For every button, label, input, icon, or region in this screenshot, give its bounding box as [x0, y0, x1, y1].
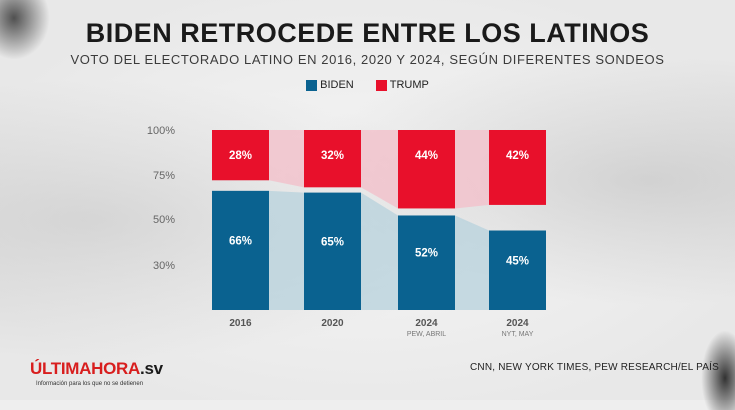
y-tick-label: 100% — [147, 125, 175, 137]
biden-trend-band — [455, 215, 489, 310]
silhouette-decoration — [0, 0, 50, 60]
data-label-trump: 28% — [229, 150, 252, 162]
logo-part-ultima: ÚLTIMA — [30, 359, 92, 378]
data-label-trump: 42% — [506, 150, 529, 162]
logo-part-hora: HORA — [91, 359, 141, 378]
legend-item-biden: BIDEN — [306, 79, 354, 91]
bar-chart: 100% 75% 50% 30% 66% 28% 2016 65% 32% 2020 52% 44% 2… — [147, 125, 546, 338]
bar-biden — [304, 192, 361, 310]
silhouette-decoration — [701, 330, 735, 410]
brand-tagline: Información para los que no se detienen — [36, 381, 144, 387]
legend-swatch-biden — [306, 79, 318, 91]
biden-trend-band — [361, 192, 398, 310]
x-tick-sublabel: NYT, MAY — [502, 331, 534, 338]
bar-trump — [398, 130, 455, 209]
legend: BIDEN TRUMP — [0, 79, 735, 91]
brand-logo: ÚLTIMAHORA.sv — [30, 359, 163, 379]
data-label-biden: 52% — [415, 248, 438, 260]
bar-biden — [398, 215, 455, 310]
y-tick-label: 30% — [153, 260, 175, 272]
data-label-biden: 65% — [321, 236, 344, 248]
biden-trend-band — [269, 190, 304, 310]
data-label-biden: 66% — [229, 235, 252, 247]
legend-item-trump: TRUMP — [375, 79, 429, 91]
bar-biden — [489, 230, 546, 310]
trump-trend-band — [361, 130, 398, 209]
bar-trump — [489, 130, 546, 205]
logo-part-sv: .sv — [140, 359, 163, 378]
chart-subtitle: VOTO DEL ELECTORADO LATINO EN 2016, 2020… — [70, 52, 665, 67]
chart-title: BIDEN RETROCEDE ENTRE LOS LATINOS — [85, 18, 650, 48]
x-tick-label: 2024 — [506, 318, 529, 329]
y-tick-label: 75% — [153, 170, 175, 182]
bar-trump — [212, 130, 269, 181]
trump-trend-band — [455, 130, 489, 209]
data-label-trump: 32% — [321, 150, 344, 162]
y-tick-label: 50% — [153, 214, 175, 226]
bar-trump — [304, 130, 361, 188]
data-label-trump: 44% — [415, 150, 438, 162]
trump-trend-band — [269, 130, 304, 188]
data-label-biden: 45% — [506, 255, 529, 267]
x-tick-sublabel: PEW, ABRIL — [407, 331, 446, 338]
legend-label-biden: BIDEN — [320, 79, 354, 91]
legend-label-trump: TRUMP — [389, 79, 429, 91]
x-tick-label: 2024 — [415, 318, 438, 329]
source-note: CNN, NEW YORK TIMES, PEW RESEARCH/EL PAÍ… — [470, 362, 719, 373]
legend-swatch-trump — [375, 79, 387, 91]
x-tick-label: 2016 — [229, 318, 252, 329]
x-tick-label: 2020 — [321, 318, 344, 329]
bar-biden — [212, 190, 269, 310]
